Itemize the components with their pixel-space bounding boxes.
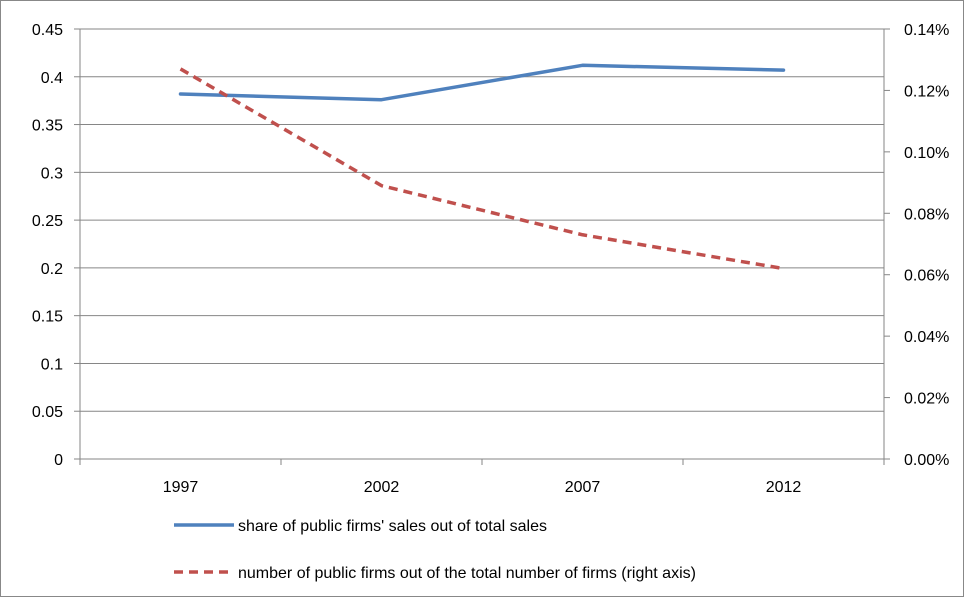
x-tick-label: 2012	[766, 479, 802, 496]
left-tick-label: 0.05	[32, 404, 63, 421]
x-tick-label: 2007	[565, 479, 601, 496]
right-tick-label: 0.08%	[904, 206, 949, 223]
left-tick-label: 0.35	[32, 118, 63, 135]
series-line-1	[178, 63, 786, 102]
left-tick-label: 0.2	[41, 261, 63, 278]
right-tick-label: 0.06%	[904, 268, 949, 285]
left-tick-label: 0.45	[32, 22, 63, 39]
right-tick-label: 0.14%	[904, 22, 949, 39]
right-tick-label: 0.02%	[904, 391, 949, 408]
right-tick-label: 0.04%	[904, 329, 949, 346]
left-tick-label: 0.15	[32, 309, 63, 326]
left-tick-label: 0.25	[32, 213, 63, 230]
legend: share of public firms' sales out of tota…	[174, 518, 696, 582]
x-axis-tick-labels: 1997 2002 2007 2012	[163, 479, 802, 496]
right-tick-label: 0.12%	[904, 83, 949, 100]
left-tick-label: 0.4	[41, 70, 63, 87]
axes	[74, 28, 890, 465]
grid-lines	[80, 28, 884, 412]
left-axis-tick-labels: 0.45 0.4 0.35 0.3 0.25 0.2 0.15 0.1 0.05 0	[32, 22, 63, 469]
x-tick-label: 1997	[163, 479, 199, 496]
x-tick-label: 2002	[364, 479, 400, 496]
legend-label-2: number of public firms out of the total …	[238, 565, 696, 582]
left-tick-label: 0.3	[41, 165, 63, 182]
right-tick-label: 0.10%	[904, 145, 949, 162]
right-tick-label: 0.00%	[904, 452, 949, 469]
series-line-2	[179, 67, 784, 271]
left-tick-label: 0	[54, 452, 63, 469]
legend-label-1: share of public firms' sales out of tota…	[238, 518, 547, 535]
left-tick-label: 0.1	[41, 356, 63, 373]
series-lines	[178, 63, 786, 271]
right-axis-tick-labels: 0.14% 0.12% 0.10% 0.08% 0.06% 0.04% 0.02% 0.00%	[904, 22, 949, 469]
